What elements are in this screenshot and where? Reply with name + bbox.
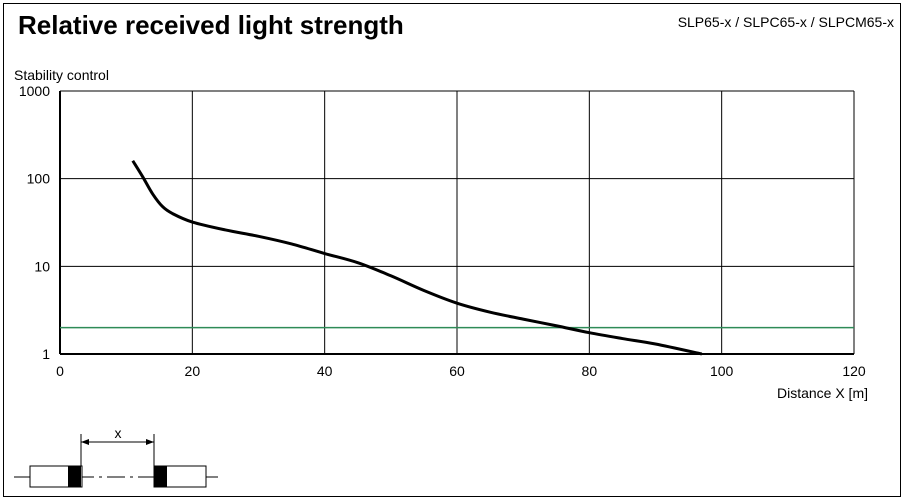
emitter-lens [68, 466, 81, 487]
y-axis-label: Stability control [14, 67, 109, 83]
dimension-arrow-right [146, 439, 154, 445]
series-line [131, 159, 703, 356]
x-tick-label: 120 [842, 363, 866, 379]
grid-lines [59, 90, 855, 355]
chart-title: Relative received light strength [18, 10, 404, 40]
series-group [60, 159, 854, 356]
x-tick-label: 40 [317, 363, 333, 379]
y-tick-label: 10 [34, 258, 50, 274]
x-tick-label: 60 [449, 363, 465, 379]
dimension-arrow-left [81, 439, 89, 445]
x-tick-label: 100 [710, 363, 734, 379]
y-tick-label: 100 [27, 171, 51, 187]
distance-label: x [115, 425, 122, 441]
y-tick-label: 1000 [19, 83, 50, 99]
chart-frame [3, 3, 901, 497]
sensor-diagram: x [14, 425, 222, 488]
model-label: SLP65-x / SLPC65-x / SLPCM65-x [677, 14, 894, 30]
y-tick-label: 1 [42, 346, 50, 362]
receiver-lens [154, 466, 167, 487]
x-tick-label: 0 [56, 363, 64, 379]
x-axis-label: Distance X [m] [777, 385, 868, 401]
x-tick-label: 20 [185, 363, 201, 379]
x-tick-label: 80 [582, 363, 598, 379]
